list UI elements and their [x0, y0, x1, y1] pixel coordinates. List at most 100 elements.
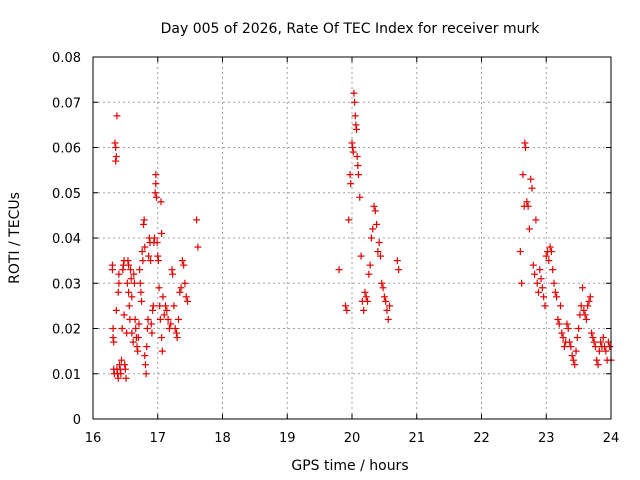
data-point — [114, 374, 122, 382]
data-point — [130, 270, 138, 278]
data-point — [362, 293, 370, 301]
x-tick-labels: 16 17 18 19 20 21 22 23 24 — [85, 431, 620, 446]
data-point — [346, 171, 354, 179]
data-point — [162, 302, 170, 310]
data-point — [540, 293, 548, 301]
data-point — [121, 361, 129, 369]
data-point — [131, 315, 139, 323]
data-point — [374, 248, 382, 256]
data-point — [522, 144, 530, 151]
data-point — [151, 189, 159, 197]
data-point — [168, 266, 176, 274]
data-point — [124, 257, 132, 265]
data-point — [591, 343, 599, 351]
data-point — [112, 306, 120, 314]
data-point — [171, 325, 179, 332]
data-point — [134, 334, 142, 342]
data-point — [590, 338, 598, 346]
data-point — [547, 248, 555, 256]
data-point — [163, 306, 171, 314]
data-point — [581, 311, 589, 319]
data-point — [349, 148, 357, 156]
data-point — [533, 279, 541, 287]
data-point — [169, 270, 177, 278]
data-point — [550, 279, 558, 287]
data-point — [113, 112, 121, 120]
data-point — [584, 302, 592, 310]
data-point — [109, 325, 117, 332]
data-point — [176, 288, 184, 296]
data-point — [160, 311, 168, 319]
y-tick-label: 0.06 — [52, 142, 81, 157]
data-point — [158, 334, 166, 342]
data-point — [115, 279, 123, 287]
data-point — [542, 252, 550, 260]
data-point — [143, 343, 151, 351]
data-point — [369, 225, 377, 233]
data-point — [127, 275, 135, 283]
data-point — [177, 284, 185, 292]
x-tick-label: 19 — [279, 431, 296, 446]
data-point — [138, 248, 146, 256]
data-point — [147, 257, 155, 265]
data-points — [108, 89, 615, 382]
data-point — [568, 352, 576, 360]
data-point — [119, 266, 127, 274]
data-point — [580, 306, 588, 314]
data-point — [141, 361, 149, 369]
data-point — [560, 343, 568, 351]
data-point — [158, 347, 166, 355]
data-point — [181, 279, 189, 287]
data-point — [153, 239, 161, 247]
data-point — [174, 315, 182, 323]
data-point — [528, 184, 536, 192]
data-point — [571, 361, 579, 369]
chart-title: Day 005 of 2026, Rate Of TEC Index for r… — [161, 21, 541, 37]
data-point — [353, 125, 361, 133]
data-point — [365, 270, 373, 278]
data-point — [345, 216, 353, 224]
grid-lines — [93, 57, 611, 419]
data-point — [128, 293, 136, 301]
y-tick-label: 0.02 — [52, 323, 81, 338]
data-point — [114, 288, 122, 296]
data-point — [155, 284, 163, 292]
y-tick-label: 0.08 — [52, 51, 81, 66]
data-point — [122, 374, 130, 382]
x-tick-label: 24 — [603, 431, 620, 446]
data-point — [125, 261, 133, 269]
data-point — [582, 315, 590, 323]
data-point — [593, 356, 601, 364]
data-point — [117, 370, 125, 378]
x-tick-label: 20 — [344, 431, 361, 446]
x-tick-label: 23 — [538, 431, 555, 446]
data-point — [178, 257, 186, 265]
data-point — [386, 302, 394, 310]
data-point — [546, 243, 554, 251]
data-point — [375, 239, 383, 247]
data-point — [518, 279, 526, 287]
data-point — [182, 293, 190, 301]
data-point — [141, 352, 149, 360]
data-point — [367, 234, 375, 242]
data-point — [594, 361, 602, 369]
data-point — [553, 293, 561, 301]
axis-ticks — [92, 56, 612, 420]
data-point — [384, 315, 392, 323]
data-point — [108, 266, 116, 274]
data-point — [393, 257, 401, 265]
data-point — [343, 306, 351, 314]
y-tick-label: 0.01 — [52, 368, 81, 383]
data-point — [551, 288, 559, 296]
data-point — [348, 139, 356, 147]
data-point — [184, 297, 192, 305]
data-point — [599, 334, 607, 342]
data-point — [382, 297, 390, 305]
data-point — [602, 347, 610, 355]
data-point — [167, 320, 175, 328]
data-point — [180, 261, 188, 269]
data-point — [588, 329, 596, 337]
data-point — [136, 266, 144, 274]
data-point — [556, 302, 564, 310]
